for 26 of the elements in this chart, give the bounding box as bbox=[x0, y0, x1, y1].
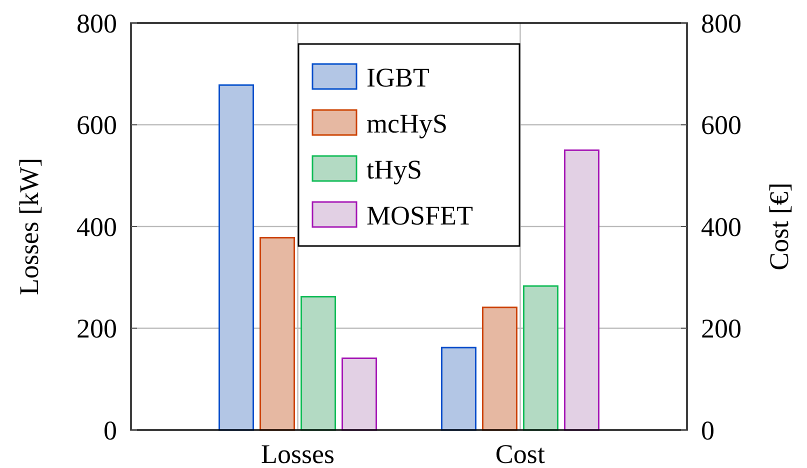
legend-label: IGBT bbox=[366, 62, 430, 92]
y2-tick-label: 0 bbox=[701, 415, 714, 446]
y2-tick-label: 800 bbox=[701, 8, 742, 38]
y2-tick-label: 400 bbox=[701, 212, 742, 242]
y-tick-label: 0 bbox=[104, 415, 117, 446]
bar bbox=[342, 358, 378, 431]
y-axis-title: Losses [kW] bbox=[14, 158, 44, 296]
bar bbox=[482, 306, 518, 431]
y-tick-label: 400 bbox=[76, 212, 117, 242]
bar bbox=[300, 296, 336, 431]
legend-label: MOSFET bbox=[366, 200, 474, 230]
y2-axis-title: Cost [€] bbox=[764, 182, 794, 270]
y-tick-label: 800 bbox=[76, 8, 117, 38]
y2-tick-label: 600 bbox=[701, 110, 742, 140]
y2-tick-label: 200 bbox=[701, 314, 742, 344]
legend-label: mcHyS bbox=[366, 108, 448, 138]
bar bbox=[218, 84, 254, 431]
bar bbox=[440, 346, 476, 431]
y-tick-label: 200 bbox=[76, 314, 117, 344]
legend-label: tHyS bbox=[366, 154, 422, 184]
y-tick-label: 600 bbox=[76, 110, 117, 140]
bar bbox=[564, 149, 600, 431]
bar bbox=[260, 236, 296, 431]
x-tick-label: Losses bbox=[261, 439, 335, 468]
bar bbox=[522, 285, 558, 431]
x-tick-label: Cost bbox=[495, 439, 546, 468]
